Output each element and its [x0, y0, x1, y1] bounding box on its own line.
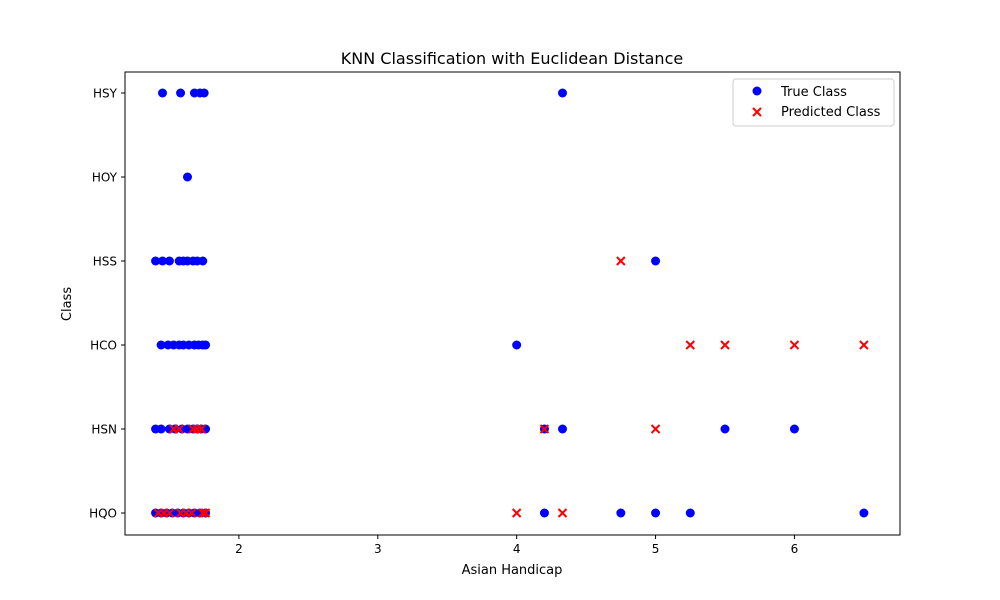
true-class-point — [201, 340, 211, 350]
legend-label-predicted-class: Predicted Class — [781, 105, 881, 120]
true-class-point — [651, 508, 661, 518]
predicted-class-point — [511, 508, 522, 518]
y-axis-ticks: HQO HSN HCO HSS HOY HSY — [89, 87, 125, 521]
true-class-point — [558, 88, 567, 98]
x-axis-ticks: 2 3 4 5 6 — [235, 535, 798, 556]
true-class-point — [539, 508, 549, 518]
x-tick-label: 2 — [235, 542, 243, 556]
predicted-class-point — [557, 508, 568, 518]
true-class-point — [156, 340, 166, 350]
y-tick-label: HOY — [92, 171, 118, 185]
y-axis-label: Class — [60, 287, 75, 321]
true-class-point — [183, 172, 192, 182]
predicted-class-point — [859, 340, 869, 350]
true-class-point — [789, 424, 799, 434]
y-tick-label: HSY — [93, 87, 118, 101]
predicted-class-point — [616, 256, 626, 266]
true-class-point — [859, 508, 869, 518]
y-tick-label: HSS — [93, 255, 117, 269]
x-tick-label: 4 — [513, 542, 521, 556]
true-class-point — [158, 88, 167, 98]
true-class-point — [156, 424, 166, 434]
true-class-point — [199, 88, 209, 98]
predicted-class-point — [789, 340, 800, 350]
x-tick-label: 5 — [652, 542, 660, 556]
true-class-point — [720, 424, 730, 434]
legend: True Class Predicted Class — [732, 78, 895, 127]
plot-frame — [124, 71, 901, 536]
y-tick-label: HQO — [89, 507, 117, 521]
predicted-class-point — [685, 340, 695, 350]
predicted-class-point — [198, 508, 208, 518]
true-class-points — [151, 88, 869, 518]
true-class-point — [512, 340, 522, 350]
true-class-point — [198, 256, 208, 266]
predicted-class-point — [539, 424, 550, 434]
y-tick-label: HSN — [91, 423, 117, 437]
true-class-point — [151, 256, 161, 266]
y-tick-label: HCO — [90, 339, 117, 353]
predicted-class-point — [196, 424, 207, 434]
true-class-point — [558, 424, 567, 434]
x-axis-label: Asian Handicap — [462, 563, 563, 578]
predicted-class-point — [720, 340, 730, 350]
predicted-class-point — [174, 424, 184, 434]
predicted-class-point — [650, 424, 661, 434]
x-tick-label: 3 — [374, 542, 382, 556]
predicted-class-point — [164, 508, 175, 518]
true-class-point — [164, 256, 174, 266]
x-tick-label: 6 — [791, 542, 799, 556]
true-class-point — [685, 508, 695, 518]
legend-label-true-class: True Class — [780, 85, 847, 100]
predicted-class-points — [153, 256, 869, 518]
true-class-point — [651, 256, 661, 266]
predicted-class-point — [186, 508, 197, 518]
predicted-class-point — [200, 508, 211, 518]
true-class-point — [616, 508, 626, 518]
legend-marker-true-class — [752, 86, 762, 96]
legend-box — [732, 78, 895, 127]
true-class-point — [158, 256, 167, 266]
legend-marker-predicted-class — [752, 107, 762, 117]
true-class-point — [176, 88, 186, 98]
chart-title: KNN Classification with Euclidean Distan… — [341, 49, 683, 68]
